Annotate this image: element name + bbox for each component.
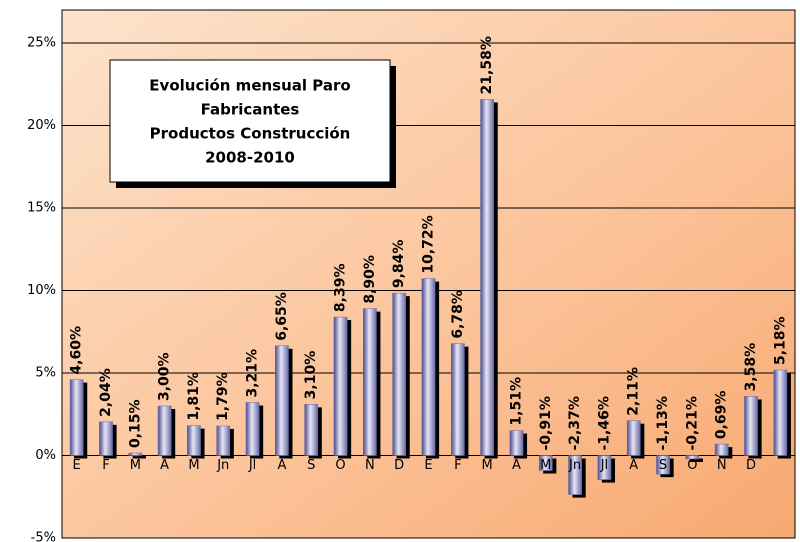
- bar: [69, 379, 84, 456]
- value-label: 6,78%: [450, 290, 466, 339]
- value-label: 0,69%: [714, 391, 730, 440]
- x-tick-label: S: [659, 458, 667, 473]
- x-tick-label: M: [130, 458, 141, 473]
- x-tick-label: O: [687, 458, 697, 473]
- chart-title: Productos Construcción: [150, 125, 351, 143]
- value-label: 6,65%: [274, 292, 290, 341]
- bar: [187, 425, 201, 456]
- bar: [363, 308, 377, 456]
- bar: [568, 455, 582, 495]
- value-label: 4,60%: [69, 326, 85, 375]
- bar: [714, 443, 729, 456]
- value-label: 1,79%: [215, 372, 231, 421]
- bar: [392, 292, 407, 456]
- value-label: 3,58%: [743, 343, 759, 392]
- value-label: -0,91%: [538, 396, 554, 450]
- x-tick-label: Jl: [248, 458, 256, 473]
- y-tick-label: -5%: [31, 531, 56, 542]
- x-tick-label: Jn: [568, 458, 581, 473]
- chart-title: Evolución mensual Paro: [149, 77, 350, 95]
- x-tick-label: S: [307, 458, 315, 473]
- value-label: -1,13%: [655, 396, 671, 450]
- value-label: 9,84%: [391, 240, 407, 289]
- bar: [773, 369, 788, 456]
- x-tick-label: F: [102, 458, 109, 473]
- value-label: 1,81%: [186, 372, 202, 421]
- x-tick-label: F: [454, 458, 461, 473]
- bar: [450, 343, 465, 456]
- x-tick-label: D: [746, 458, 756, 473]
- x-tick-label: A: [512, 458, 521, 473]
- x-tick-label: A: [160, 458, 169, 473]
- value-label: 3,00%: [157, 352, 173, 401]
- bar: [304, 404, 319, 456]
- x-tick-label: A: [629, 458, 638, 473]
- bar: [333, 316, 348, 456]
- y-tick-label: 20%: [27, 118, 56, 133]
- value-label: 1,51%: [508, 377, 524, 426]
- value-label: 5,18%: [772, 316, 788, 365]
- bar-shadow: [132, 456, 146, 459]
- bar: [538, 455, 553, 471]
- x-tick-label: E: [73, 458, 81, 473]
- bar: [128, 452, 143, 456]
- x-tick-label: D: [394, 458, 404, 473]
- chart-title: Fabricantes: [201, 101, 300, 119]
- bar: [656, 455, 670, 475]
- x-tick-label: Jl: [600, 458, 608, 473]
- bar: [99, 421, 113, 456]
- bar: [216, 425, 231, 456]
- y-tick-label: 10%: [27, 283, 56, 298]
- bar: [685, 455, 700, 460]
- x-tick-label: A: [277, 458, 286, 473]
- title-box: [109, 59, 391, 183]
- x-tick-label: O: [335, 458, 345, 473]
- bar: [744, 396, 758, 456]
- x-tick-label: N: [717, 458, 727, 473]
- bar: [597, 455, 612, 480]
- bar: [480, 99, 494, 456]
- x-tick-label: M: [188, 458, 199, 473]
- bar: [421, 278, 436, 456]
- x-tick-label: E: [424, 458, 432, 473]
- x-tick-label: M: [540, 458, 551, 473]
- y-tick-label: 5%: [35, 366, 56, 381]
- bar: [245, 402, 260, 456]
- y-tick-label: 0%: [35, 448, 56, 463]
- value-label: 0,15%: [127, 399, 143, 448]
- bar-shadow: [689, 458, 703, 462]
- y-tick-label: 25%: [27, 36, 56, 51]
- value-label: -0,21%: [684, 396, 700, 450]
- value-label: -2,37%: [567, 396, 583, 450]
- bar: [157, 405, 172, 456]
- value-label: 21,58%: [479, 36, 495, 94]
- value-label: 3,10%: [303, 351, 319, 400]
- value-label: 8,90%: [362, 255, 378, 304]
- y-tick-label: 15%: [27, 201, 56, 216]
- value-label: 2,04%: [98, 368, 114, 417]
- value-label: 3,21%: [245, 349, 261, 398]
- value-label: 2,11%: [626, 367, 642, 416]
- value-label: -1,46%: [596, 396, 612, 450]
- chart-title: 2008-2010: [205, 149, 295, 167]
- bar: [509, 430, 524, 456]
- value-label: 10,72%: [421, 215, 437, 273]
- x-tick-label: Jn: [216, 458, 229, 473]
- bar: [626, 420, 641, 456]
- bar: [275, 345, 289, 456]
- x-tick-label: N: [365, 458, 375, 473]
- value-label: 8,39%: [333, 263, 349, 312]
- x-tick-label: M: [482, 458, 493, 473]
